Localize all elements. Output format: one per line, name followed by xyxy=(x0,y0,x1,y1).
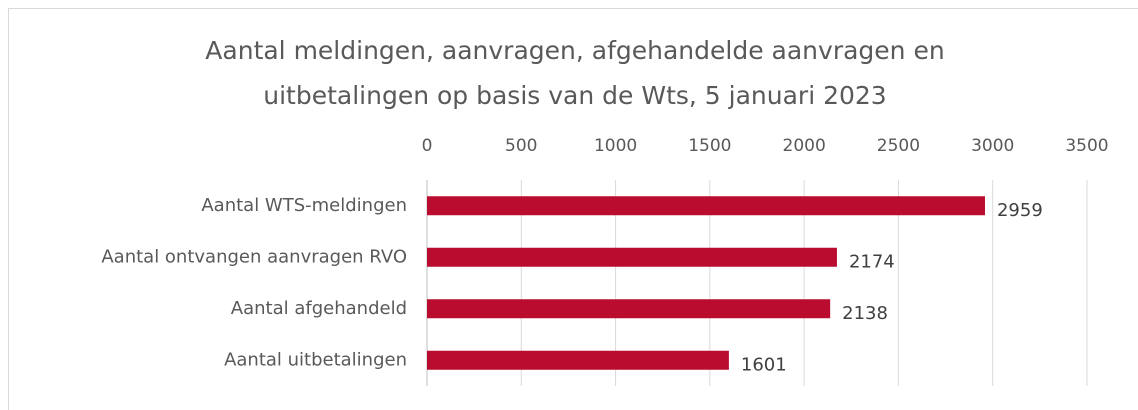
y-tick-label: Aantal WTS-meldingen xyxy=(201,195,407,216)
y-tick-label: Aantal uitbetalingen xyxy=(224,349,407,370)
x-tick-label: 0 xyxy=(422,136,433,156)
x-tick-label: 3500 xyxy=(1065,136,1108,156)
x-tick-label: 500 xyxy=(505,136,537,156)
x-tick-label: 2000 xyxy=(783,136,826,156)
bar xyxy=(427,350,729,370)
y-tick-label: Aantal ontvangen aanvragen RVO xyxy=(101,246,407,267)
bar xyxy=(427,196,985,216)
y-tick-label: Aantal afgehandeld xyxy=(231,298,407,319)
value-label: 2138 xyxy=(842,303,888,324)
x-tick-label: 1500 xyxy=(688,136,731,156)
value-label: 2174 xyxy=(849,251,895,272)
value-label: 1601 xyxy=(741,354,787,375)
bar xyxy=(427,247,837,267)
chart-title: uitbetalingen op basis van de Wts, 5 jan… xyxy=(263,81,886,110)
value-label: 2959 xyxy=(997,200,1043,221)
x-tick-label: 3000 xyxy=(971,136,1014,156)
x-tick-label: 1000 xyxy=(594,136,637,156)
x-tick-label: 2500 xyxy=(877,136,920,156)
bar xyxy=(427,299,831,319)
chart-title: Aantal meldingen, aanvragen, afgehandeld… xyxy=(205,36,944,65)
chart-border xyxy=(8,8,1138,410)
